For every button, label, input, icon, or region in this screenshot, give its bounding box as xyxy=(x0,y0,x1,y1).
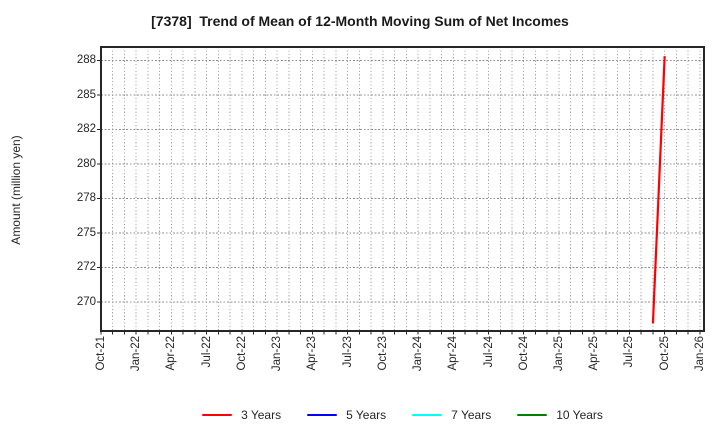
series-line-3-years xyxy=(651,56,666,324)
y-tick-label: 278 xyxy=(76,192,96,205)
y-tick-label: 285 xyxy=(76,88,96,101)
y-tick-label: 272 xyxy=(76,261,96,274)
legend-label: 10 Years xyxy=(556,408,603,422)
y-tick-label: 270 xyxy=(76,295,96,308)
legend-item-5-years: 5 Years xyxy=(307,408,386,422)
x-tick-label: Jan-26 xyxy=(693,336,706,372)
x-tick-label: Jan-22 xyxy=(130,336,143,372)
legend-label: 3 Years xyxy=(241,408,282,422)
y-tick-label: 275 xyxy=(76,226,96,239)
x-tick-label: Oct-23 xyxy=(376,336,389,371)
plot-frame xyxy=(100,46,705,332)
x-tick-label: Apr-23 xyxy=(306,336,319,371)
legend-line-swatch xyxy=(412,413,443,417)
legend-item-10-years: 10 Years xyxy=(517,408,603,422)
x-tick-label: Jan-25 xyxy=(552,336,565,372)
chart-title: [7378] Trend of Mean of 12-Month Moving … xyxy=(151,13,569,29)
y-tick-label: 288 xyxy=(76,54,96,67)
y-axis-label: Amount (million yen) xyxy=(9,135,23,245)
x-tick-label: Apr-25 xyxy=(588,336,601,371)
x-tick-label: Jul-25 xyxy=(623,336,636,368)
legend-line-swatch xyxy=(202,413,233,417)
y-tick-label: 282 xyxy=(76,123,96,136)
x-tick-label: Oct-22 xyxy=(235,336,248,371)
legend-label: 5 Years xyxy=(346,408,387,422)
legend-item-3-years: 3 Years xyxy=(202,408,281,422)
y-tick-label: 280 xyxy=(76,157,96,170)
x-tick-label: Oct-21 xyxy=(95,336,107,371)
x-tick-label: Jul-24 xyxy=(482,336,495,368)
legend-line-swatch xyxy=(517,413,548,417)
x-tick-label: Jan-23 xyxy=(271,336,284,372)
legend-line-swatch xyxy=(307,413,338,417)
x-tick-label: Jan-24 xyxy=(412,336,425,372)
legend-label: 7 Years xyxy=(451,408,492,422)
x-tick-label: Oct-24 xyxy=(517,336,530,371)
x-tick-label: Jul-22 xyxy=(200,336,213,368)
x-tick-label: Jul-23 xyxy=(341,336,354,368)
x-tick-label: Oct-25 xyxy=(658,336,671,371)
x-tick-label: Apr-22 xyxy=(165,336,178,371)
legend: 3 Years 5 Years 7 Years 10 Years xyxy=(101,403,704,427)
x-tick-label: Apr-24 xyxy=(447,336,460,371)
legend-item-7-years: 7 Years xyxy=(412,408,491,422)
